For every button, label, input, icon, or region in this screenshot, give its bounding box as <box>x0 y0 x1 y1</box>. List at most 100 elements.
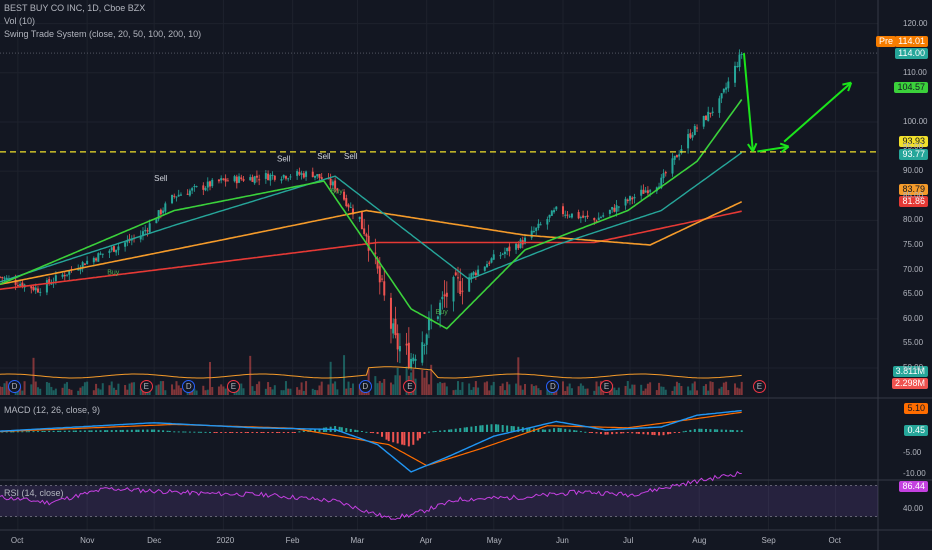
volume-bar <box>99 389 102 395</box>
volume-bar <box>515 383 518 395</box>
volume-bar <box>644 388 647 395</box>
volume-bar <box>631 384 634 395</box>
macd-hist-bar <box>599 432 602 435</box>
candle <box>351 204 354 220</box>
macd-hist-bar <box>354 429 357 432</box>
candle <box>691 131 694 141</box>
candle <box>269 173 272 186</box>
macd-hist-bar <box>716 429 719 432</box>
earnings-marker[interactable]: E <box>226 380 240 393</box>
candle-body <box>582 215 585 218</box>
macd-hist-bar <box>95 430 98 432</box>
arrow-head <box>751 142 758 152</box>
volume-bar <box>224 388 227 395</box>
volume-bar <box>3 383 6 395</box>
macd-hist-bar <box>282 432 285 433</box>
candle-body <box>159 209 162 215</box>
candle <box>599 215 602 219</box>
candle <box>662 169 665 184</box>
dividend-marker[interactable]: D <box>182 380 196 393</box>
candle-body <box>334 180 337 189</box>
candle <box>77 264 80 271</box>
volume-bar <box>394 375 397 395</box>
macd-hist-bar <box>700 428 703 432</box>
macd-hist-bar <box>387 432 390 442</box>
volume-bar <box>305 381 308 395</box>
candle-body <box>633 196 636 199</box>
macd-hist-bar <box>537 428 540 432</box>
macd-hist-bar <box>432 431 435 433</box>
macd-hist-bar <box>220 432 223 433</box>
candle <box>631 196 634 205</box>
volume-bar <box>77 390 80 395</box>
candle-body <box>394 318 397 336</box>
candle-body <box>124 242 127 247</box>
candle <box>298 167 301 177</box>
candle-body <box>175 196 178 198</box>
volume-indicator-label[interactable]: Vol (10) <box>4 16 36 26</box>
candle <box>664 170 667 177</box>
dividend-marker[interactable]: D <box>8 380 21 393</box>
candle-body <box>157 210 160 220</box>
macd-title[interactable]: MACD (12, 26, close, 9) <box>4 405 101 415</box>
candle <box>579 215 582 223</box>
macd-hist-bar <box>401 432 404 445</box>
candle <box>95 257 98 263</box>
macd-hist-bar <box>298 431 301 433</box>
volume-bar <box>334 381 337 395</box>
candle-body <box>456 277 459 279</box>
macd-hist-bar <box>653 432 656 436</box>
macd-hist-bar <box>427 431 430 433</box>
earnings-marker[interactable]: E <box>403 380 417 393</box>
volume-bar <box>117 383 120 395</box>
volume-bar <box>577 386 580 395</box>
macd-hist-bar <box>403 432 406 446</box>
volume-bar <box>164 390 167 395</box>
volume-bar <box>595 381 598 395</box>
dividend-marker[interactable]: D <box>358 380 372 393</box>
volume-bar <box>30 384 33 395</box>
macd-hist-bar <box>68 430 71 432</box>
volume-bar <box>253 390 256 395</box>
macd-hist-bar <box>72 430 75 432</box>
earnings-marker[interactable]: E <box>752 380 766 393</box>
candle <box>414 354 417 369</box>
volume-bar <box>468 383 471 395</box>
macd-hist-bar <box>104 430 107 432</box>
macd-hist-bar <box>669 432 672 434</box>
candle <box>539 221 542 226</box>
candle <box>427 311 430 339</box>
macd-hist-bar <box>459 428 462 432</box>
volume-bar <box>499 386 502 395</box>
earnings-marker[interactable]: E <box>139 380 153 393</box>
volume-bar <box>271 389 274 395</box>
swing-system-label[interactable]: Swing Trade System (close, 20, 50, 100, … <box>4 29 202 39</box>
dividend-marker[interactable]: D <box>546 380 560 393</box>
candle-body <box>711 111 714 113</box>
candle <box>45 277 48 296</box>
candle-body <box>490 258 493 263</box>
candle-body <box>709 112 712 114</box>
macd-hist-bar <box>604 432 607 435</box>
macd-hist-bar <box>365 431 368 433</box>
candle-body <box>474 272 477 276</box>
macd-hist-bar <box>651 432 654 435</box>
candle <box>486 260 489 268</box>
volume-bar <box>508 384 511 395</box>
symbol-title: BEST BUY CO INC, 1D, Cboe BZX <box>4 3 146 13</box>
volume-bar <box>687 386 690 395</box>
candle-body <box>280 179 283 181</box>
volume-bar <box>240 383 243 395</box>
time-axis-tick: Feb <box>285 536 300 545</box>
ma200-line <box>0 210 742 291</box>
macd-hist-bar <box>267 432 270 433</box>
macd-hist-bar <box>99 430 102 432</box>
macd-hist-bar <box>36 431 39 433</box>
earnings-marker[interactable]: E <box>600 380 614 393</box>
macd-hist-bar <box>271 432 274 433</box>
macd-hist-bar <box>229 432 232 433</box>
rsi-title[interactable]: RSI (14, close) <box>4 488 64 498</box>
volume-bar <box>79 387 82 395</box>
volume-bar <box>711 382 714 395</box>
